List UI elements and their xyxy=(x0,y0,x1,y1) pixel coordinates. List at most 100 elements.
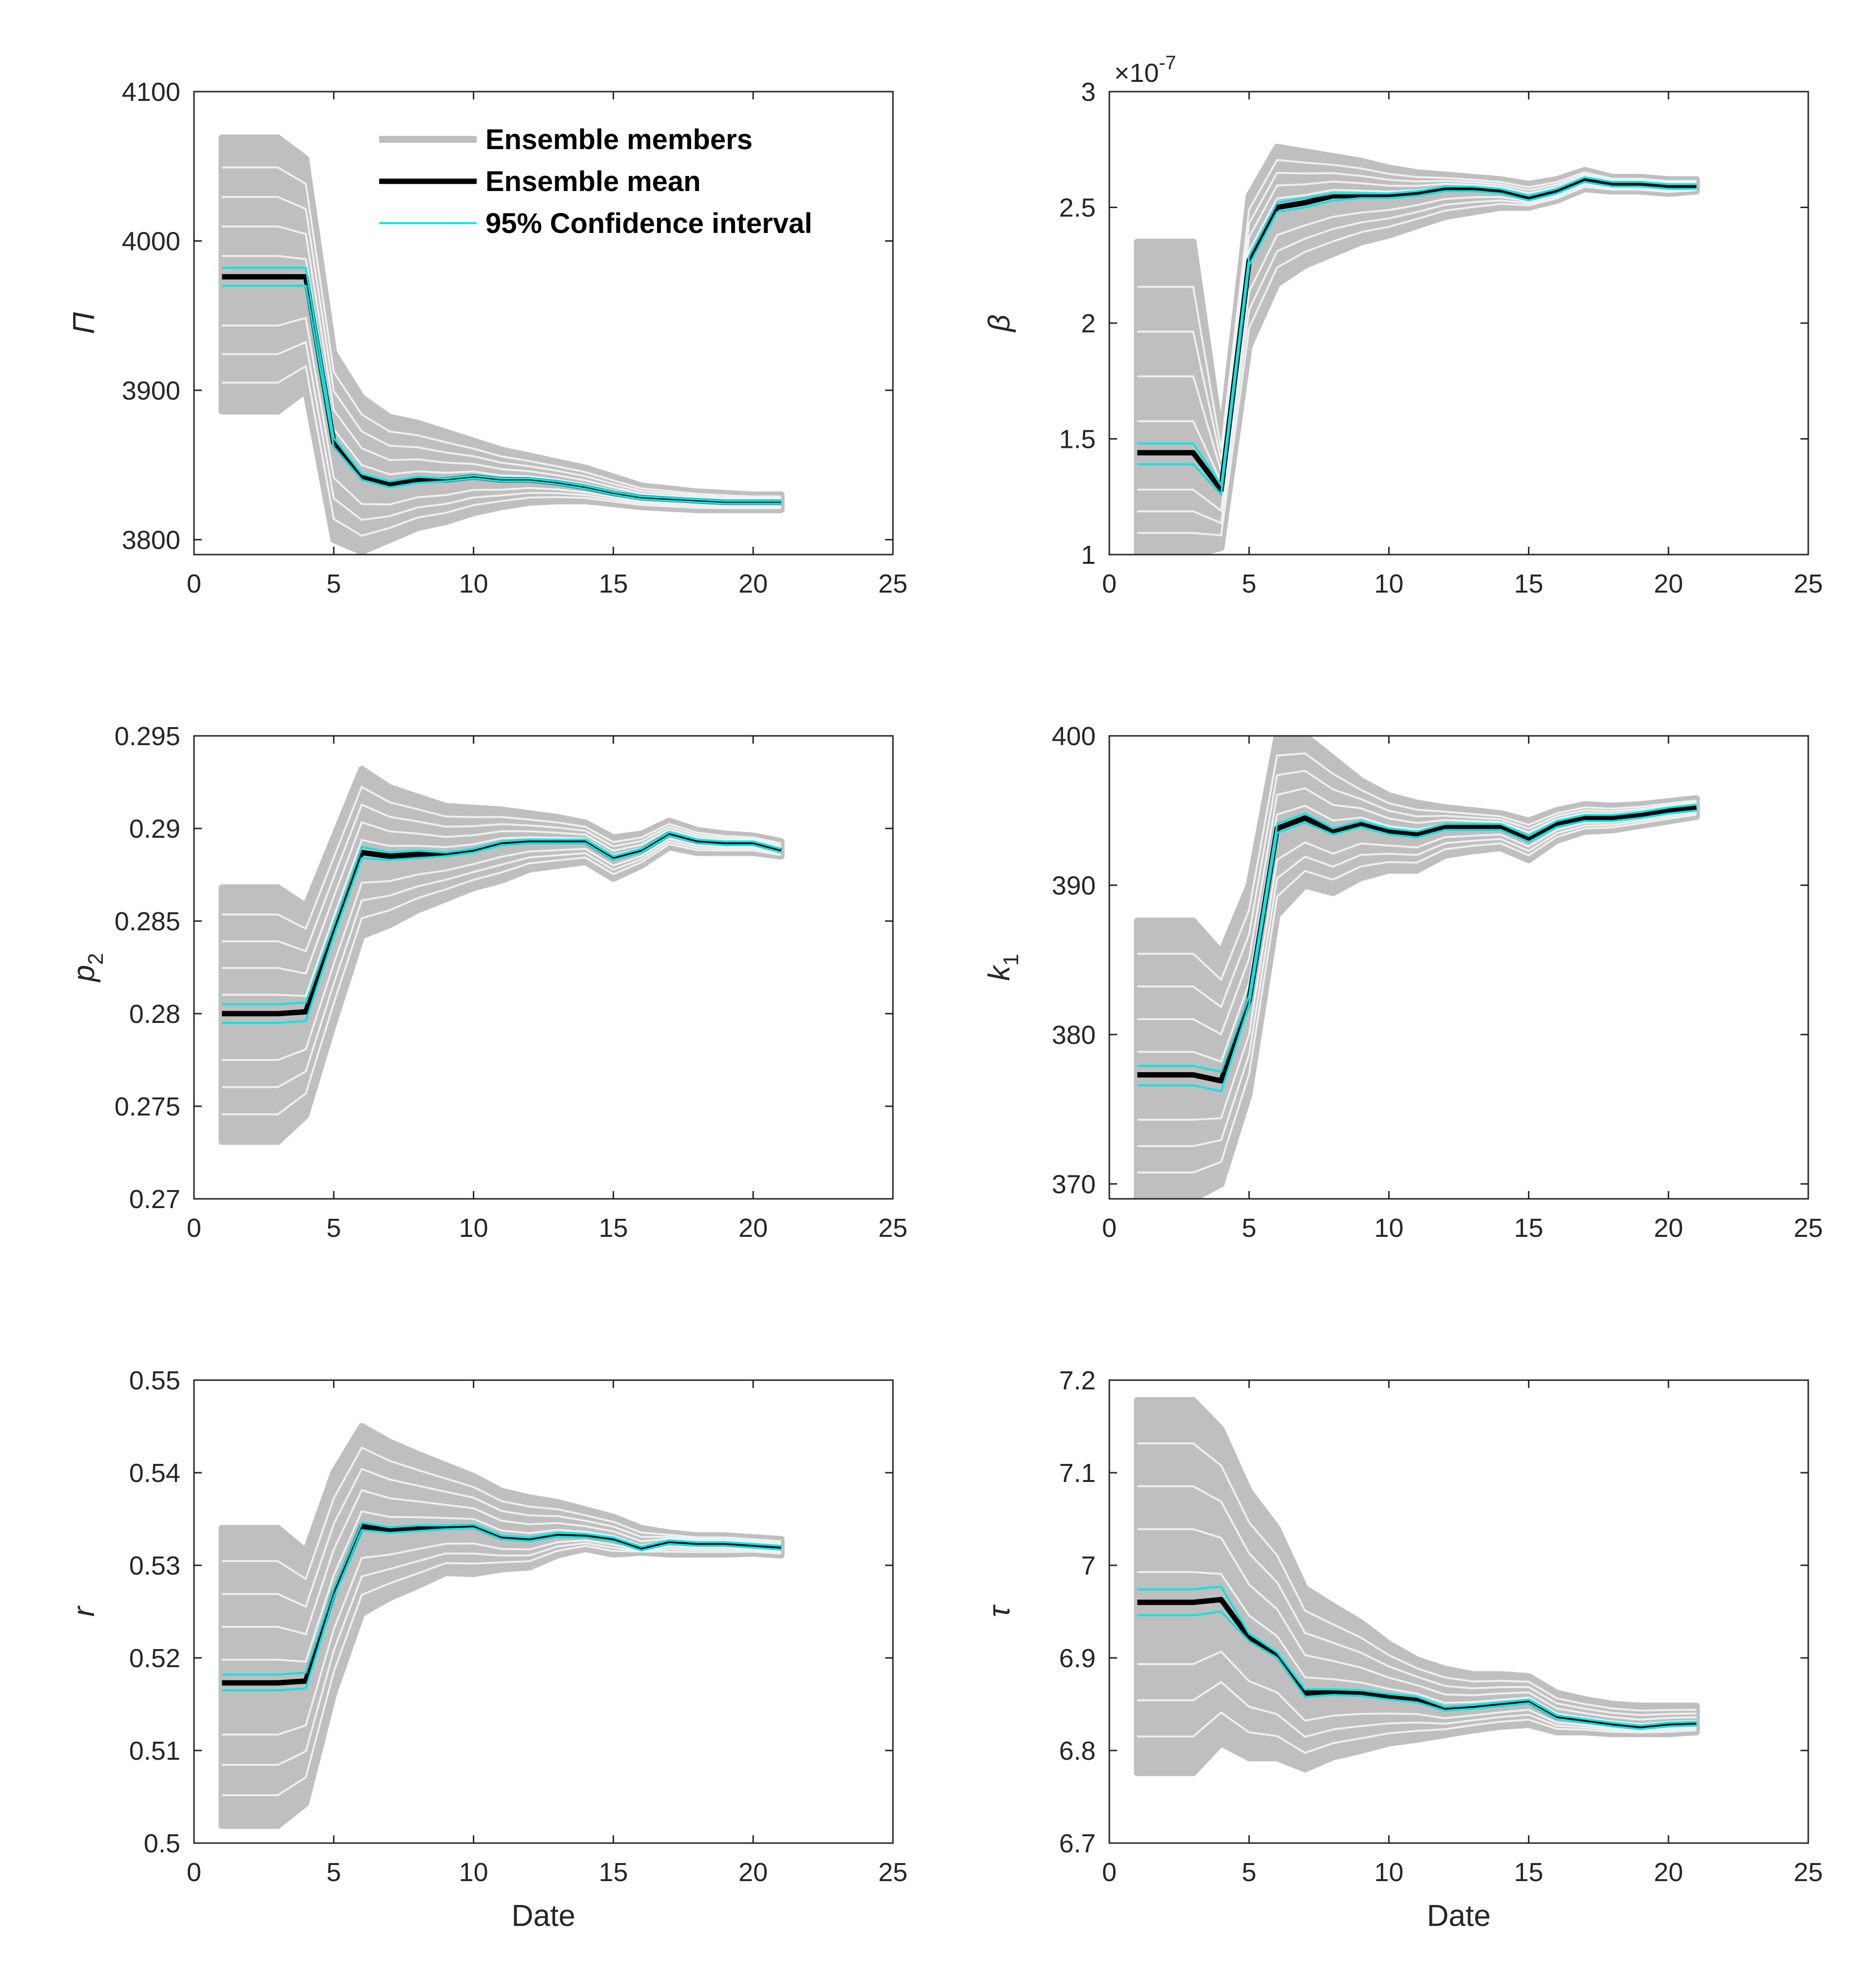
ci-upper-line xyxy=(1137,176,1697,488)
x-tick-label: 25 xyxy=(1794,569,1823,598)
axes-box xyxy=(193,735,894,1200)
ci-lower-line xyxy=(1137,809,1697,1093)
x-tick-label: 20 xyxy=(1654,1858,1683,1887)
ensemble-mean-line xyxy=(1137,1596,1697,1730)
ensemble-member-gap xyxy=(1137,787,1697,1036)
ensemble-member-gap xyxy=(1137,752,1697,981)
panel-top-left: 0 5 10 15 20 25 3800 3900 4000 4100 Π Ensemble memb… xyxy=(67,77,908,598)
x-tick-label: 20 xyxy=(1654,1213,1683,1243)
x-tick-label: 5 xyxy=(1242,1858,1257,1887)
ensemble-members-band xyxy=(218,1423,785,1829)
x-axis-label: Date xyxy=(512,1899,576,1933)
legend-mean-label: Ensemble mean xyxy=(485,166,701,197)
x-tick-label: 25 xyxy=(878,1858,908,1887)
plot-area xyxy=(1134,144,1700,555)
y-axis-label: r xyxy=(67,1605,101,1616)
y-tick-label: 0.29 xyxy=(129,814,180,844)
ensemble-member-gap xyxy=(1137,186,1697,537)
y-tick-label: 1 xyxy=(1081,540,1096,570)
ci-lower-line xyxy=(222,835,782,1024)
x-tick-label: 20 xyxy=(738,569,768,598)
ensemble-member-gap xyxy=(1137,769,1697,1009)
x-tick-label: 20 xyxy=(738,1858,768,1887)
ci-lower-line xyxy=(1137,1610,1697,1731)
y-axis-label: β xyxy=(983,314,1016,332)
y-axis-label: p2 xyxy=(67,953,108,983)
x-tick-label: 0 xyxy=(1102,569,1117,598)
ensemble-member-gap xyxy=(222,316,781,506)
panel-bottom-left: 0 5 10 15 20 25 0.5 0.51 0.52 0.53 0.54 0.55 r Date xyxy=(67,1366,908,1933)
plot-area xyxy=(218,1423,785,1829)
ensemble-member-gap xyxy=(222,1539,781,1736)
x-tick-label: 5 xyxy=(327,1213,341,1243)
x-tick-label: 25 xyxy=(1794,1858,1823,1887)
y-axis-label: k1 xyxy=(983,954,1023,981)
y-tick-label: 7.1 xyxy=(1059,1459,1096,1488)
ci-upper-line xyxy=(222,831,782,1005)
y-tick-label: 2.5 xyxy=(1059,193,1096,223)
ensemble-mean-line xyxy=(222,1523,781,1686)
x-tick-label: 15 xyxy=(599,1213,628,1243)
y-tick-label: 6.8 xyxy=(1059,1736,1096,1766)
y-tick-label: 1.5 xyxy=(1059,425,1096,454)
axes-box xyxy=(1108,735,1809,1200)
ensemble-member-gap xyxy=(1137,1571,1697,1725)
ensemble-member-gap xyxy=(222,365,781,537)
x-tick-label: 15 xyxy=(1514,1213,1543,1243)
ensemble-member-gap xyxy=(1137,811,1697,1147)
x-tick-label: 25 xyxy=(878,569,908,598)
y-tick-label: 0.275 xyxy=(115,1092,180,1121)
ensemble-members-band xyxy=(1134,1397,1700,1776)
axes-box xyxy=(193,1379,894,1844)
ensemble-member-gap xyxy=(1137,1681,1697,1738)
ensemble-member-gap xyxy=(1137,1485,1697,1716)
ensemble-member-gap xyxy=(222,1446,781,1581)
ensemble-member-gap xyxy=(222,803,782,953)
y-tick-label: 400 xyxy=(1052,722,1096,751)
ensemble-member-gap xyxy=(1137,809,1697,1121)
legend: Ensemble members Ensemble mean 95% Confide… xyxy=(379,124,812,239)
ci-lower-line xyxy=(1137,181,1697,497)
y-tick-label: 0.295 xyxy=(115,722,180,751)
ensemble-member-gap xyxy=(222,840,781,1088)
x-tick-label: 5 xyxy=(327,1858,341,1887)
y-tick-label: 2 xyxy=(1081,309,1096,338)
x-tick-label: 10 xyxy=(1374,1858,1404,1887)
y-tick-label: 370 xyxy=(1052,1170,1096,1199)
legend-members-label: Ensemble members xyxy=(485,124,753,155)
x-tick-label: 0 xyxy=(1102,1858,1117,1887)
ensemble-member-gap xyxy=(1137,813,1697,1173)
y-tick-label: 390 xyxy=(1052,871,1096,900)
y-tick-label: 6.7 xyxy=(1059,1829,1096,1858)
y-tick-label: 0.54 xyxy=(129,1459,180,1488)
x-tick-label: 5 xyxy=(327,569,341,598)
y-tick-label: 6.9 xyxy=(1059,1644,1096,1673)
x-tick-label: 0 xyxy=(187,1213,201,1243)
y-tick-label: 7 xyxy=(1081,1551,1096,1580)
x-tick-label: 15 xyxy=(599,1858,628,1887)
x-tick-label: 25 xyxy=(878,1213,908,1243)
ci-lower-line xyxy=(222,285,781,505)
x-tick-label: 10 xyxy=(459,1213,488,1243)
y-tick-label: 3 xyxy=(1081,77,1096,107)
x-tick-label: 0 xyxy=(1102,1213,1117,1243)
ensemble-member-gap xyxy=(222,837,782,1061)
ensemble-member-gap xyxy=(222,785,782,930)
ensemble-members-band xyxy=(1134,144,1700,555)
x-tick-label: 25 xyxy=(1794,1213,1823,1243)
ensemble-member-gap xyxy=(222,1542,781,1766)
panel-top-right: 0 5 10 15 20 25 1 1.5 2 2.5 3 ×10-7 β xyxy=(983,52,1823,598)
ensemble-member-gap xyxy=(222,843,781,1116)
ensemble-mean-line xyxy=(222,274,781,505)
ensemble-member-gap xyxy=(222,821,782,975)
axes-box xyxy=(1108,1379,1809,1844)
y-axis-label: τ xyxy=(983,1604,1016,1617)
ensemble-member-gap xyxy=(222,196,781,499)
y-tick-label: 0.52 xyxy=(129,1644,180,1673)
ensemble-member-gap xyxy=(1137,159,1697,450)
x-tick-label: 15 xyxy=(1514,569,1543,598)
y-tick-label: 380 xyxy=(1052,1020,1096,1050)
y-tick-label: 4100 xyxy=(122,77,180,107)
y-axis-label: Π xyxy=(67,312,101,334)
